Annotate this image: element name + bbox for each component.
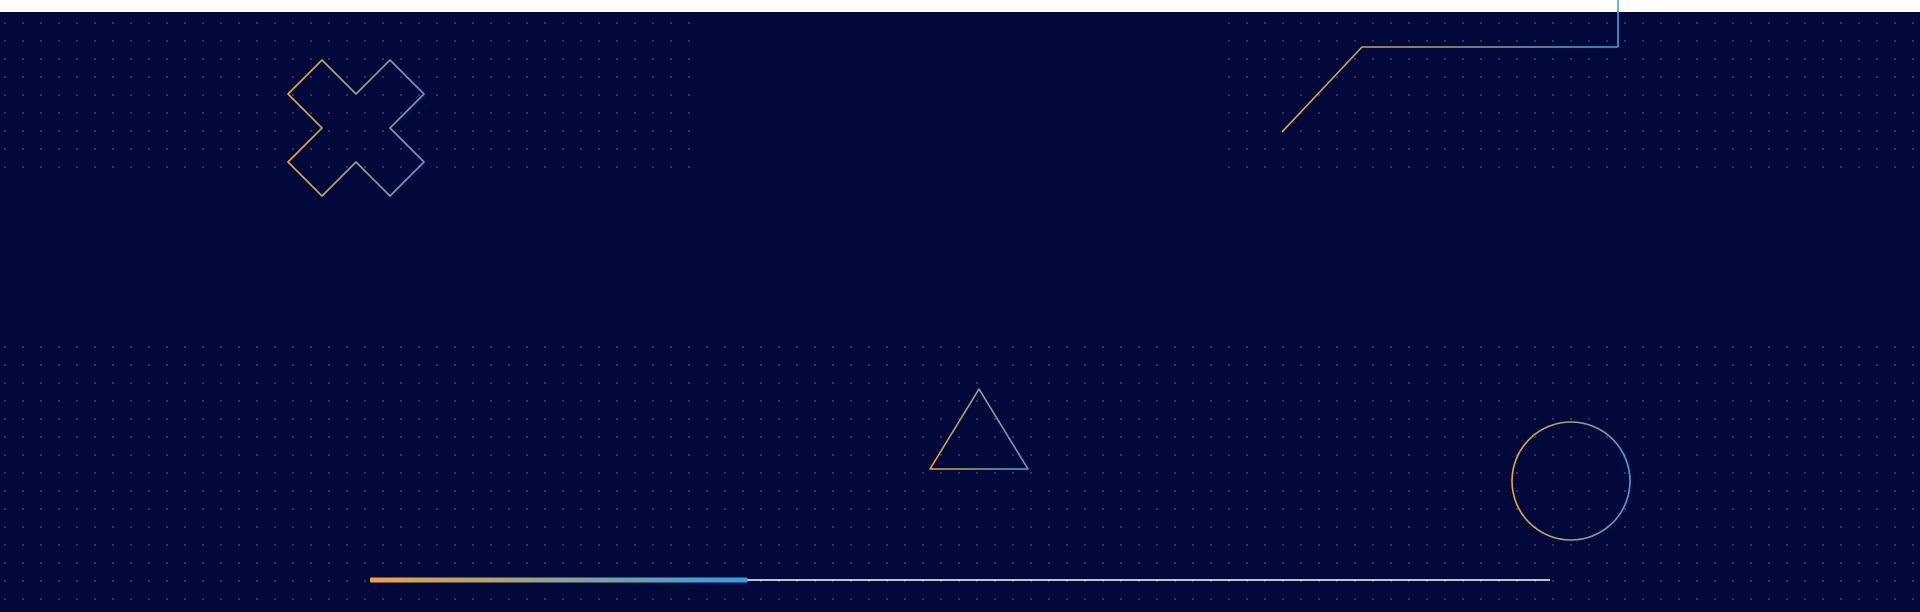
dot-grid-bottom <box>0 330 1920 612</box>
cross-outline-icon <box>287 59 425 197</box>
progress-line <box>370 577 1550 583</box>
triangle-outline-icon <box>929 388 1029 470</box>
circle-outline-icon <box>1511 421 1631 541</box>
dot-grid-top-left <box>0 12 700 172</box>
progress-fill <box>370 577 748 583</box>
angled-line-icon <box>1281 0 1619 133</box>
dot-grid-top-right <box>1215 12 1920 172</box>
